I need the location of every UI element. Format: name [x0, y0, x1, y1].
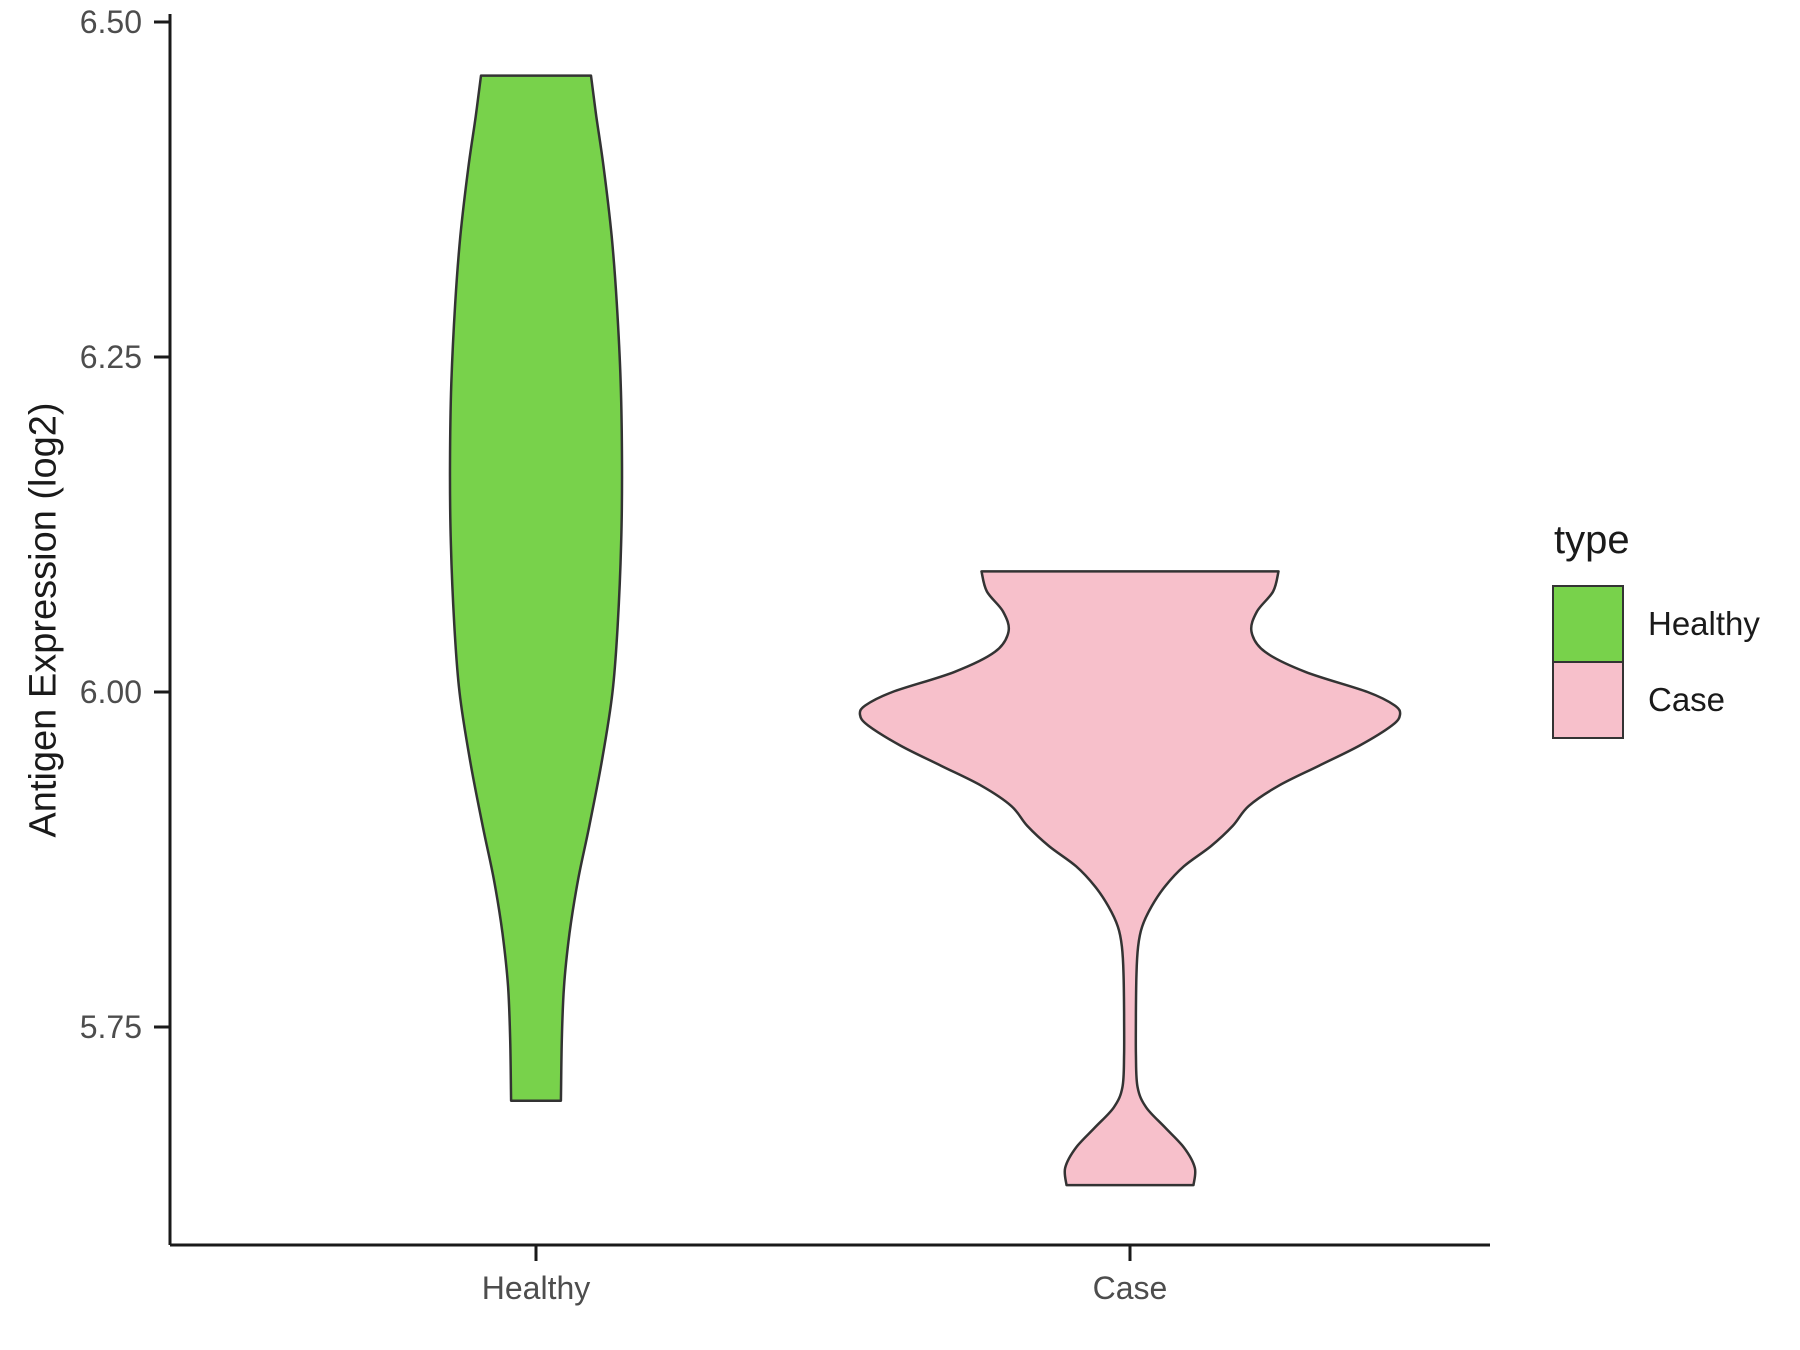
violin-case [858, 570, 1402, 1187]
violin-healthy [448, 74, 624, 1102]
x-tick-label: Healthy [482, 1270, 591, 1306]
y-tick-label: 6.00 [80, 674, 142, 710]
legend-item-case: Case [1552, 660, 1760, 739]
legend-title: type [1554, 518, 1630, 562]
y-tick-label: 5.75 [80, 1009, 142, 1045]
y-tick-label: 6.25 [80, 339, 142, 375]
y-axis-title: Antigen Expression (log2) [22, 402, 65, 838]
legend: type Healthy Case [1552, 518, 1760, 739]
legend-swatch-case [1552, 660, 1624, 739]
legend-label-case: Case [1648, 680, 1726, 718]
legend-label-healthy: Healthy [1648, 605, 1760, 642]
y-tick-label: 6.50 [80, 4, 142, 40]
legend-item-healthy: Healthy [1552, 585, 1760, 663]
legend-swatch-healthy [1552, 585, 1624, 663]
x-tick-label: Case [1093, 1270, 1168, 1306]
